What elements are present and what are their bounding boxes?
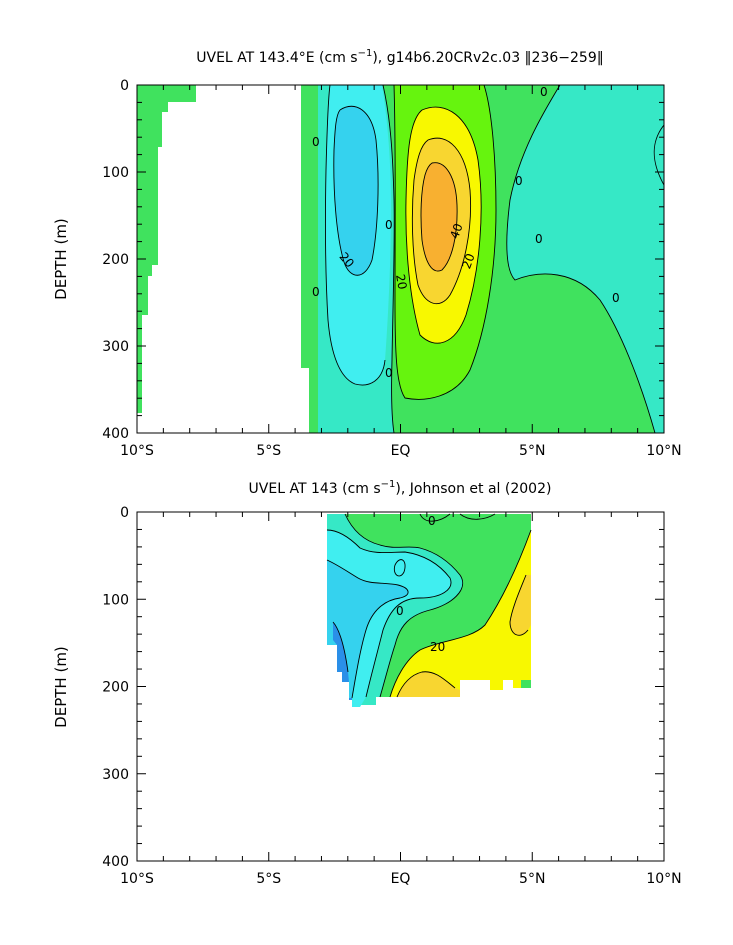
obs-contour-line: [509, 574, 529, 636]
model-coast-east: [301, 85, 318, 433]
obs-clabel: 0: [396, 604, 404, 618]
model-clabel: 0: [312, 285, 320, 299]
obs-title-main: UVEL AT 143 (cm s: [249, 481, 381, 497]
model-clabel: 0: [385, 366, 393, 380]
model-ytick-label: 0: [120, 78, 129, 94]
obs-band-neg30: [333, 622, 352, 700]
obs-contour-labels: 0 0 20: [396, 514, 445, 654]
obs-contour-line: [419, 513, 451, 522]
model-clabel: 0: [535, 232, 543, 246]
model-contour-line: [420, 162, 458, 272]
model-clabel: 20: [459, 252, 477, 271]
model-clabel: 0: [515, 174, 523, 188]
obs-contour-line: [389, 529, 532, 698]
obs-contour-line: [326, 529, 452, 698]
obs-clabel: 0: [428, 514, 436, 528]
obs-xtick-label: 5°N: [519, 871, 545, 887]
model-title-main: UVEL AT 143.4°E (cm s: [196, 50, 357, 66]
model-xtick-label: 5°S: [256, 443, 281, 459]
model-xtick-label: EQ: [391, 443, 411, 459]
obs-contour-line: [393, 559, 406, 577]
model-contour-line: [393, 85, 497, 400]
model-title-sup: −1: [358, 48, 373, 59]
obs-ytick-label: 300: [102, 767, 129, 783]
model-ytick-label: 100: [102, 165, 129, 181]
obs-xtick-label: EQ: [391, 871, 411, 887]
model-xtick-label: 10°N: [646, 443, 681, 459]
model-contour-line: [411, 137, 471, 305]
model-clabel: 40: [447, 222, 465, 241]
model-ytick-label: 200: [102, 252, 129, 268]
obs-xtick-label: 10°N: [646, 871, 681, 887]
obs-band-neg20: [327, 560, 409, 698]
obs-contour-line: [326, 559, 409, 699]
model-contours: [324, 85, 664, 433]
model-contour-line: [333, 105, 379, 276]
panel-model: 0 0 0 0 0 0 0 0 20 20 20 40 10°S 5°S EQ 5°N…: [52, 48, 682, 459]
model-contour-line: [382, 85, 395, 433]
model-land-mask: [137, 85, 309, 433]
model-xtick-label: 10°S: [120, 443, 154, 459]
model-contour-labels: 0 0 0 0 0 0 0 0 20 20 20 40: [312, 85, 620, 380]
obs-ytick-label: 200: [102, 680, 129, 696]
model-coast-west: [137, 85, 196, 413]
obs-title: UVEL AT 143 (cm s−1), Johnson et al (200…: [249, 479, 552, 497]
obs-contour-line: [344, 513, 463, 698]
obs-contour-line: [459, 513, 496, 520]
obs-title-sup: −1: [381, 479, 396, 490]
obs-ytick-label: 100: [102, 592, 129, 608]
obs-contour-line: [332, 621, 349, 673]
model-clabel: 20: [393, 273, 409, 290]
model-ytick-label: 400: [102, 426, 129, 442]
obs-ytick-label: 0: [120, 505, 129, 521]
model-ytick-label: 300: [102, 339, 129, 355]
model-contour-line: [324, 85, 386, 386]
obs-xtick-label: 5°S: [256, 871, 281, 887]
obs-contours: [326, 513, 532, 699]
model-contour-line: [506, 85, 656, 433]
model-clabel: 0: [312, 135, 320, 149]
obs-contour-line: [396, 671, 456, 698]
model-clabel: 0: [385, 218, 393, 232]
model-title-rest: ), g14b6.20CRv2c.03 ‖236−259‖: [372, 50, 603, 66]
obs-title-rest: ), Johnson et al (2002): [395, 481, 551, 497]
model-band-50: [421, 162, 458, 272]
model-ylabel: DEPTH (m): [52, 218, 70, 300]
model-clabel: 0: [612, 291, 620, 305]
model-contour-line: [405, 106, 482, 344]
model-field: [137, 85, 664, 433]
obs-band-40-east: [510, 575, 531, 636]
obs-band-40: [397, 671, 460, 697]
model-clabel: 0: [540, 85, 548, 99]
obs-band-30: [390, 530, 531, 697]
obs-clabel: 20: [430, 640, 445, 654]
obs-ytick-label: 400: [102, 854, 129, 870]
model-title: UVEL AT 143.4°E (cm s−1), g14b6.20CRv2c.…: [196, 48, 603, 66]
model-xtick-label: 5°N: [519, 443, 545, 459]
model-band-neg20: [333, 106, 379, 276]
obs-xtick-label: 10°S: [120, 871, 154, 887]
obs-ylabel: DEPTH (m): [52, 646, 70, 728]
obs-field: [326, 513, 532, 707]
model-contour-line: [653, 124, 664, 186]
